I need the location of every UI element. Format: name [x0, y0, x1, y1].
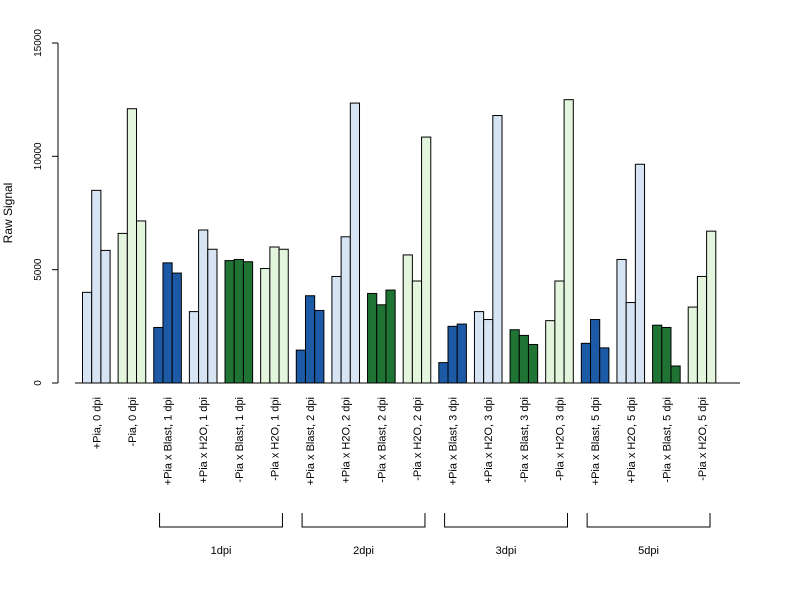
bar	[188, 311, 200, 384]
bar	[349, 102, 361, 384]
bar	[554, 280, 565, 384]
bar	[171, 272, 182, 384]
group-bracket	[586, 513, 711, 528]
group-bracket	[301, 513, 426, 528]
bar	[331, 275, 342, 384]
bar	[634, 163, 646, 384]
y-tick-label: 5000	[33, 258, 44, 281]
bar	[580, 342, 592, 384]
y-tick-label: 10000	[33, 142, 44, 170]
category-label: -Pia x H2O, 3 dpi	[554, 397, 566, 481]
bar	[100, 249, 111, 384]
category-label: +Pia x Blast, 3 dpi	[448, 397, 460, 485]
bar	[233, 258, 244, 384]
bar	[696, 275, 708, 384]
bar	[242, 261, 254, 384]
y-axis-label: Raw Signal	[1, 183, 15, 244]
bar	[616, 258, 627, 384]
y-tick-label: 15000	[33, 29, 44, 57]
group-label: 5dpi	[638, 545, 659, 557]
bar	[340, 236, 351, 384]
y-tick-label: 0	[33, 380, 44, 386]
bar	[411, 280, 423, 384]
category-label: +Pia x Blast, 5 dpi	[590, 397, 602, 485]
bar	[670, 365, 681, 384]
category-label: +Pia x H2O, 1 dpi	[198, 397, 210, 484]
bar	[483, 319, 494, 384]
bar	[385, 289, 396, 384]
bar	[527, 343, 539, 384]
category-label: +Pia x H2O, 3 dpi	[483, 397, 495, 484]
category-labels: +Pia, 0 dpi -Pia, 0 dpi +Pia x Blast, 1 dp…	[91, 397, 709, 485]
bar	[687, 306, 698, 384]
bar	[590, 319, 601, 384]
group-label: 2dpi	[353, 545, 374, 557]
bar	[563, 99, 574, 384]
bar	[402, 254, 413, 384]
bar	[473, 311, 485, 384]
group-label: 1dpi	[211, 545, 232, 557]
bar	[126, 108, 138, 384]
category-label: -Pia x Blast, 2 dpi	[376, 397, 388, 483]
category-label: +Pia x H2O, 2 dpi	[341, 397, 353, 484]
bar	[376, 304, 387, 384]
y-axis: 0 5000 10000 15000	[33, 29, 59, 386]
bar	[278, 248, 289, 384]
bar	[314, 309, 325, 384]
bar	[260, 268, 271, 384]
bar	[652, 324, 663, 384]
bar	[153, 326, 164, 384]
category-label: -Pia, 0 dpi	[127, 397, 139, 447]
bar	[661, 326, 672, 384]
category-label: +Pia x Blast, 1 dpi	[163, 397, 175, 485]
category-label: +Pia, 0 dpi	[91, 397, 103, 449]
bar	[545, 320, 556, 384]
bar	[509, 329, 520, 384]
category-label: -Pia x Blast, 3 dpi	[519, 397, 531, 483]
category-label: -Pia x Blast, 5 dpi	[661, 397, 673, 483]
bar	[162, 262, 173, 384]
bar	[207, 248, 218, 384]
group-bracket	[444, 513, 568, 528]
bar	[82, 291, 93, 384]
bar	[492, 115, 503, 384]
group-brackets: 1dpi 2dpi 3dpi 5dpi	[159, 513, 711, 557]
bar	[295, 349, 306, 384]
bar	[518, 334, 529, 384]
category-label: -Pia x H2O, 1 dpi	[269, 397, 281, 481]
bar	[456, 323, 467, 384]
bar	[136, 220, 147, 384]
category-label: +Pia x H2O, 5 dpi	[626, 397, 638, 484]
bar	[198, 229, 209, 384]
bar	[367, 292, 378, 384]
bar	[421, 136, 432, 384]
category-label: +Pia x Blast, 2 dpi	[305, 397, 317, 485]
bar	[438, 362, 449, 384]
bar	[625, 302, 636, 384]
bar	[269, 246, 280, 384]
bar	[117, 232, 128, 384]
category-label: -Pia x Blast, 1 dpi	[234, 397, 246, 483]
group-bracket	[159, 513, 283, 528]
bar	[447, 325, 458, 384]
bar	[91, 189, 102, 384]
bar	[304, 295, 316, 384]
bars	[82, 99, 717, 384]
bar	[706, 230, 717, 384]
category-label: -Pia x H2O, 5 dpi	[697, 397, 709, 481]
group-label: 3dpi	[496, 545, 517, 557]
bar	[599, 347, 610, 384]
category-label: -Pia x H2O, 2 dpi	[412, 397, 424, 481]
bar	[224, 260, 235, 384]
